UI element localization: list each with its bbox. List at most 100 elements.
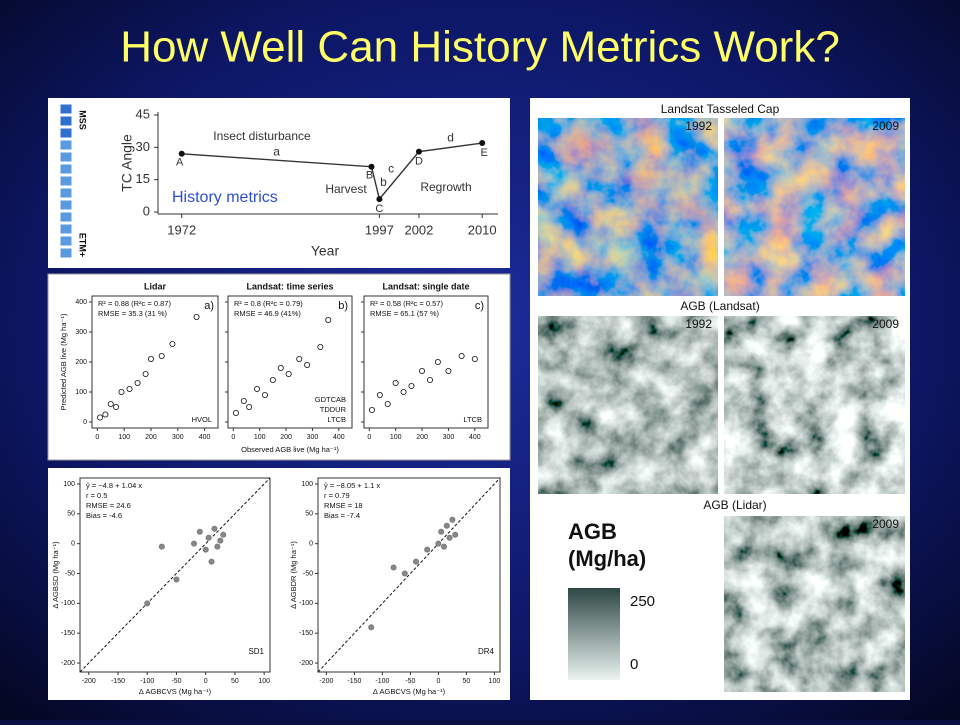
x-tick-label: 1997 [365, 222, 394, 237]
data-point [261, 391, 268, 398]
x-tick-label: 0 [231, 434, 235, 441]
data-point [325, 316, 332, 323]
trajectory-point [376, 196, 383, 203]
data-point [107, 400, 114, 407]
data-point [438, 528, 445, 535]
data-point [434, 358, 441, 365]
y-tick-label: 0 [309, 541, 313, 548]
map-image [538, 118, 718, 296]
map-image [724, 316, 905, 494]
panel-letter: c) [475, 300, 484, 312]
data-point [390, 564, 397, 571]
data-point [400, 388, 407, 395]
map-section-title: Landsat Tasseled Cap [661, 102, 780, 116]
y-tick-label: 50 [305, 511, 313, 518]
axis-title: Observed AGB live (Mg ha⁻¹) [241, 445, 339, 454]
data-point [452, 531, 459, 538]
panel-title: Lidar [144, 281, 167, 291]
x-tick-label: -200 [319, 678, 333, 685]
sensor-cell [59, 199, 73, 211]
x-tick-label: 2002 [404, 222, 433, 237]
y-tick-label: 45 [136, 106, 150, 121]
x-tick-label: 0 [436, 678, 440, 685]
data-point [435, 540, 442, 547]
y-tick-label: -100 [299, 600, 313, 607]
y-tick-label: -50 [303, 570, 313, 577]
inset-label: History metrics [172, 189, 278, 206]
point-label: B [366, 170, 373, 182]
y-tick-label: 400 [75, 299, 87, 306]
trajectory-point [368, 163, 375, 170]
data-point [368, 406, 375, 413]
legend-title: AGB [568, 519, 617, 544]
panel-note: TDDUR [320, 405, 347, 414]
stats-text: Bias = -4.6 [86, 511, 122, 520]
stats-text: RMSE = 35.3 (31 %) [98, 309, 167, 318]
sensor-cell [59, 211, 73, 223]
data-point [118, 388, 125, 395]
data-point [471, 355, 478, 362]
x-tick-label: -50 [405, 678, 415, 685]
x-tick-label: 400 [199, 434, 211, 441]
x-tick-label: 100 [489, 678, 501, 685]
x-tick-label: -100 [375, 678, 389, 685]
segment-label: d [447, 131, 454, 145]
y-tick-label: 100 [75, 389, 87, 396]
data-point [285, 370, 292, 377]
data-point [211, 525, 218, 532]
panel-title: Landsat: single date [382, 281, 469, 291]
trajectory-point [479, 140, 486, 147]
axis-title: Δ AGBCVS (Mg ha⁻¹) [139, 687, 212, 696]
data-point [277, 364, 284, 371]
map-year: 1992 [685, 119, 712, 133]
y-tick-label: 300 [75, 329, 87, 336]
data-point [214, 543, 221, 550]
map-section-title: AGB (Lidar) [703, 498, 766, 512]
segment-label: a [273, 144, 280, 158]
axis-title: Predicted AGB live (Mg ha⁻¹) [59, 313, 68, 410]
sensor-cell [59, 175, 73, 187]
x-tick-label: 200 [145, 434, 157, 441]
sensor-cell [59, 235, 73, 247]
map-year: 1992 [685, 317, 712, 331]
data-point [240, 397, 247, 404]
x-tick-label: -150 [111, 678, 125, 685]
y-tick-label: 15 [136, 171, 150, 186]
data-point [384, 400, 391, 407]
data-point [217, 537, 224, 544]
y-tick-label: -150 [61, 630, 75, 637]
legend-gradient [568, 588, 620, 680]
x-tick-label: 100 [258, 678, 270, 685]
data-point [205, 534, 212, 541]
map-year: 2009 [872, 119, 899, 133]
data-point [304, 361, 311, 368]
data-point [102, 411, 109, 418]
y-tick-label: 50 [67, 511, 75, 518]
stats-text: r = 0.5 [86, 491, 107, 500]
data-point [246, 403, 253, 410]
data-point [158, 352, 165, 359]
x-tick-label: 200 [416, 434, 428, 441]
annotation: Regrowth [420, 180, 471, 194]
panel-note: LTCB [463, 415, 482, 424]
map-section-title: AGB (Landsat) [680, 299, 759, 313]
delta-panel [48, 468, 510, 700]
data-point [147, 355, 154, 362]
x-tick-label: 200 [280, 434, 292, 441]
stats-text: ŷ = −8.05 + 1.1 x [324, 481, 380, 490]
point-label: E [481, 147, 488, 159]
y-tick-label: -200 [61, 660, 75, 667]
data-point [419, 367, 426, 374]
axis-title: Δ AGBDR (Mg ha⁻¹) [289, 541, 298, 609]
panel-note: LTCB [327, 415, 346, 424]
point-label: C [375, 203, 383, 215]
y-tick-label: -200 [299, 660, 313, 667]
stats-text: R² = 0.8 (R²c = 0.79) [234, 299, 303, 308]
annotation: Harvest [325, 182, 367, 196]
stats-text: r = 0.79 [324, 491, 350, 500]
data-point [269, 376, 276, 383]
data-point [412, 558, 419, 565]
stats-text: RMSE = 24.6 [86, 501, 131, 510]
panel-letter: b) [338, 300, 348, 312]
